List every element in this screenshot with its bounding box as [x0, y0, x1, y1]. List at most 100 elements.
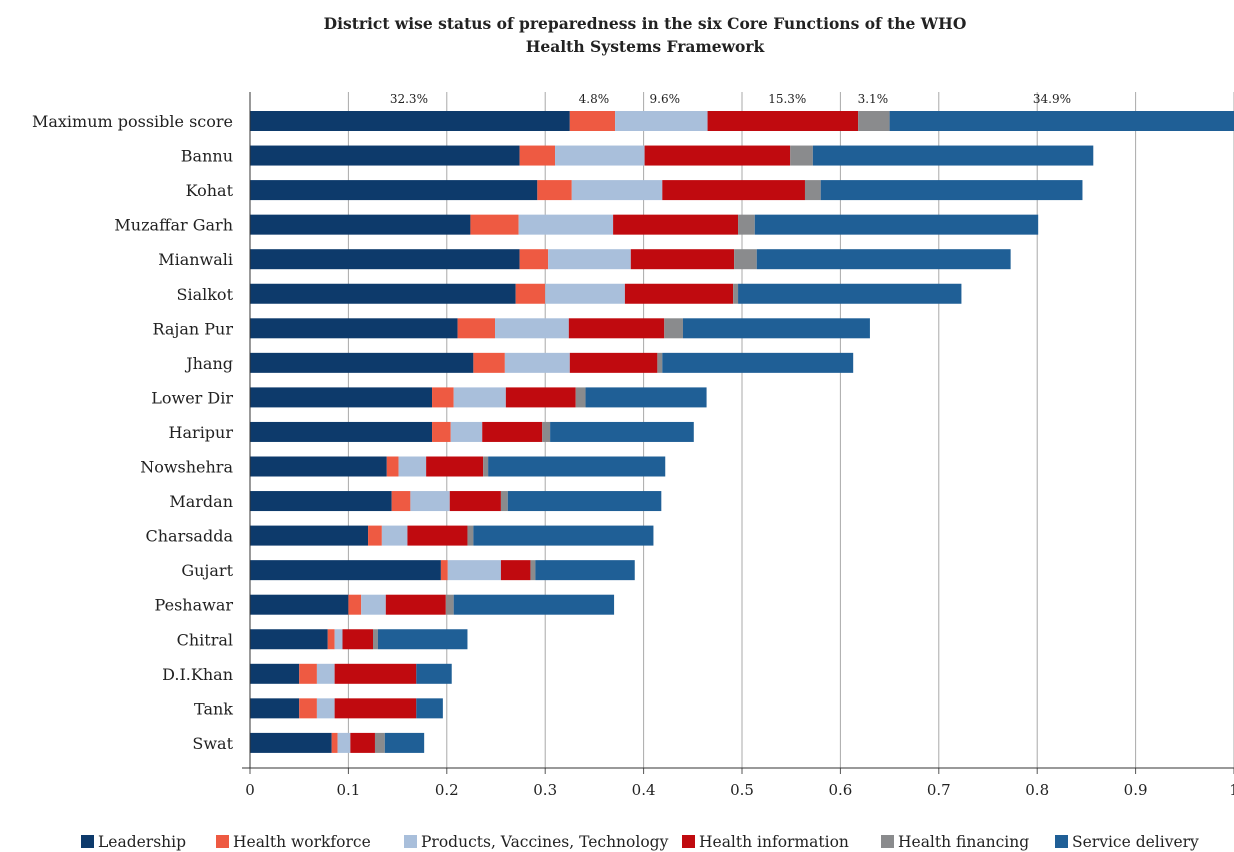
bar-segment — [504, 352, 570, 373]
bar-segment — [500, 560, 531, 581]
bar-segment — [250, 525, 369, 546]
bar-segment — [624, 283, 734, 304]
bar-segment — [754, 214, 1039, 235]
category-label: Haripur — [169, 423, 234, 442]
bar-segment — [473, 352, 505, 373]
bar-segment — [519, 145, 556, 166]
x-tick-label: 0.2 — [435, 781, 459, 799]
legend-label: Products, Vaccines, Technology — [421, 833, 669, 851]
category-label: Peshawar — [155, 596, 234, 615]
bar-segment — [682, 318, 870, 339]
category-label: Rajan Pur — [152, 319, 233, 338]
category-label: Swat — [192, 734, 233, 753]
chart-title-line1: District wise status of preparedness in … — [324, 14, 967, 33]
percent-annotation: 3.1% — [858, 92, 889, 106]
chart-title-line2: Health Systems Framework — [526, 37, 765, 56]
bar-segment — [571, 180, 663, 201]
bar-segment — [518, 214, 614, 235]
x-tick-label: 0.6 — [828, 781, 852, 799]
category-label: Sialkot — [177, 285, 234, 304]
category-label: Tank — [194, 699, 233, 718]
bar-segment — [407, 525, 468, 546]
bar-segment — [445, 594, 454, 615]
bar-segment — [812, 145, 1094, 166]
legend-label: Health financing — [898, 833, 1029, 851]
bar-segment — [250, 111, 570, 131]
bar-segment — [432, 421, 451, 442]
bar-segment — [426, 456, 484, 477]
bar-segment — [385, 594, 446, 615]
bar-segment — [250, 560, 441, 581]
bar-segment — [416, 663, 452, 684]
category-label: Maximum possible score — [32, 112, 233, 131]
category-label: Mardan — [169, 492, 233, 511]
bar-segment — [515, 283, 546, 304]
bar-segment — [858, 111, 890, 131]
bar-segment — [250, 249, 520, 270]
bar-segment — [889, 111, 1234, 131]
bar-segment — [250, 629, 328, 650]
bar-segment — [738, 283, 962, 304]
x-tick-label: 0.9 — [1124, 781, 1148, 799]
percent-annotation: 32.3% — [390, 92, 428, 106]
x-tick-label: 1 — [1229, 781, 1234, 799]
bar-segment — [368, 525, 382, 546]
category-label: Jhang — [184, 354, 233, 373]
bars-group — [250, 111, 1234, 753]
category-label: Lower Dir — [151, 388, 233, 407]
x-tick-label: 0.4 — [632, 781, 656, 799]
bar-segment — [537, 180, 572, 201]
bar-segment — [804, 180, 821, 201]
bar-segment — [432, 387, 454, 408]
legend-swatch — [682, 835, 695, 848]
bar-segment — [250, 421, 433, 442]
bar-segment — [391, 491, 411, 512]
bar-segment — [381, 525, 408, 546]
gridlines — [347, 92, 1234, 768]
bar-segment — [374, 732, 385, 753]
category-label: D.I.Khan — [162, 665, 233, 684]
bar-segment — [505, 387, 576, 408]
bar-segment — [482, 421, 543, 442]
legend-swatch — [881, 835, 894, 848]
bar-segment — [299, 698, 317, 719]
bar-segment — [447, 560, 501, 581]
bar-segment — [495, 318, 569, 339]
bar-segment — [613, 214, 739, 235]
bar-segment — [342, 629, 373, 650]
bar-segment — [664, 318, 683, 339]
bar-segment — [548, 249, 631, 270]
bar-segment — [250, 732, 332, 753]
bar-segment — [334, 698, 417, 719]
category-label: Kohat — [186, 181, 234, 200]
bar-segment — [250, 663, 300, 684]
bar-segment — [250, 180, 538, 201]
bar-segment — [331, 732, 338, 753]
bar-segment — [299, 663, 317, 684]
bar-segment — [733, 283, 739, 304]
category-label: Nowshehra — [140, 458, 233, 477]
x-tick-label: 0.3 — [533, 781, 557, 799]
category-label: Chitral — [177, 630, 233, 649]
percent-annotation: 4.8% — [579, 92, 610, 106]
bar-segment — [450, 421, 483, 442]
bar-segment — [361, 594, 386, 615]
legend-label: Service delivery — [1072, 833, 1199, 851]
bar-segment — [449, 491, 501, 512]
bar-segment — [585, 387, 707, 408]
bar-segment — [316, 663, 335, 684]
bar-segment — [535, 560, 635, 581]
bar-segment — [734, 249, 757, 270]
legend-swatch — [1055, 835, 1068, 848]
legend-label: Leadership — [98, 833, 186, 851]
bar-segment — [250, 283, 516, 304]
bar-segment — [457, 318, 496, 339]
bar-segment — [530, 560, 536, 581]
bar-segment — [467, 525, 474, 546]
bar-segment — [398, 456, 427, 477]
bar-segment — [453, 387, 506, 408]
bar-segment — [250, 491, 392, 512]
bar-segment — [555, 145, 645, 166]
bar-segment — [657, 352, 663, 373]
bar-segment — [334, 629, 343, 650]
